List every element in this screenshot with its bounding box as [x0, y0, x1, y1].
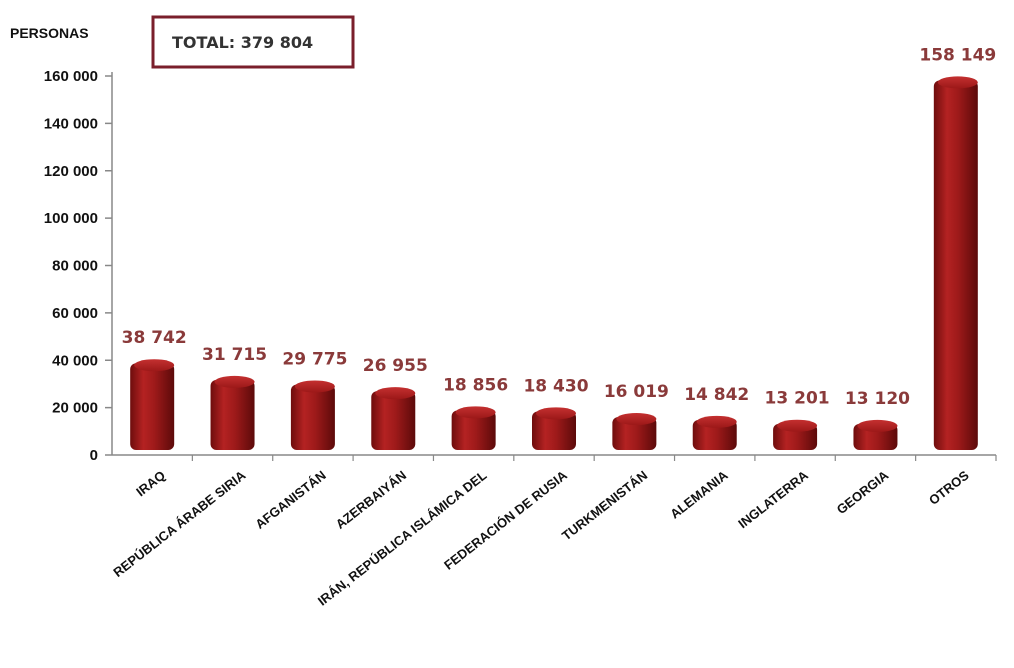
bar-body [130, 363, 175, 450]
data-labels: 38 742 31 715 29 775 26 955 18 856 18 430 16 0… [122, 45, 997, 409]
bar-cap [134, 359, 175, 372]
x-tick-label: ALEMANIA [667, 467, 731, 521]
y-axis-ticks: 0 20 000 40 000 60 000 80 000 100 000 120 000 1… [44, 68, 112, 464]
bar-body [290, 384, 335, 450]
bar-body [532, 411, 576, 450]
data-label: 38 742 [122, 328, 187, 348]
y-tick-label: 20 000 [52, 400, 98, 417]
x-tick-label: GEORGIA [834, 467, 892, 517]
data-label: 13 120 [845, 389, 910, 409]
y-tick-label: 120 000 [44, 163, 98, 180]
bar-cap [536, 407, 576, 420]
x-tick-label: REPÚBLICA ÁRABE SIRIA [110, 467, 249, 580]
bar [933, 76, 978, 451]
bar [853, 419, 898, 450]
data-label: 158 149 [919, 45, 996, 65]
bar [210, 375, 255, 450]
data-label: 26 955 [363, 356, 428, 376]
bar [692, 415, 737, 450]
data-label: 16 019 [604, 382, 669, 402]
bar [451, 406, 496, 450]
x-tick-label: IRÁN, REPÚBLICA ISLÁMICA DEL [315, 468, 490, 609]
bar-body [692, 419, 737, 450]
y-tick-label: 40 000 [52, 352, 98, 369]
y-tick-label: 140 000 [44, 115, 98, 132]
bar-cap [616, 413, 657, 426]
data-label: 13 201 [765, 389, 830, 409]
y-axis-label: PERSONAS [10, 25, 89, 41]
data-label: 18 430 [523, 376, 588, 396]
bar-body [210, 379, 255, 450]
data-label: 14 842 [684, 385, 749, 405]
bar-body [371, 391, 416, 450]
x-tick-label: OTROS [926, 467, 972, 507]
bar-cap [455, 406, 496, 419]
x-tick-label: AZERBAIYÁN [333, 468, 409, 532]
bar-cap [696, 415, 737, 428]
bar-cap [857, 419, 898, 432]
bars [130, 76, 978, 451]
y-tick-label: 0 [90, 447, 98, 464]
bar-cap [777, 419, 818, 432]
y-tick-label: 80 000 [52, 258, 98, 275]
x-tick-label: TURKMENISTÁN [559, 468, 650, 544]
y-tick-label: 60 000 [52, 305, 98, 322]
bar [290, 380, 335, 450]
bar-body [451, 410, 496, 450]
bar-body [612, 417, 657, 450]
bar [532, 407, 576, 450]
bar [130, 359, 175, 450]
y-tick-label: 100 000 [44, 210, 98, 227]
data-label: 31 715 [202, 345, 267, 365]
axes [111, 72, 996, 456]
data-label: 18 856 [443, 375, 508, 395]
bar-cap [375, 387, 416, 400]
bar [612, 413, 657, 450]
x-tick-label: IRAQ [133, 468, 168, 500]
bar-body [933, 80, 978, 451]
bar-cap [214, 375, 255, 388]
x-tick-label: AFGANISTÁN [252, 468, 328, 532]
bar-cap [294, 380, 335, 393]
y-tick-label: 160 000 [44, 68, 98, 85]
total-annotation: TOTAL: 379 804 [172, 33, 313, 52]
bar-cap [937, 76, 978, 89]
x-tick-label: INGLATERRA [735, 467, 811, 531]
total-annotation-box [151, 15, 355, 69]
bar [371, 387, 416, 450]
bar [773, 419, 818, 450]
data-label: 29 775 [282, 349, 347, 369]
